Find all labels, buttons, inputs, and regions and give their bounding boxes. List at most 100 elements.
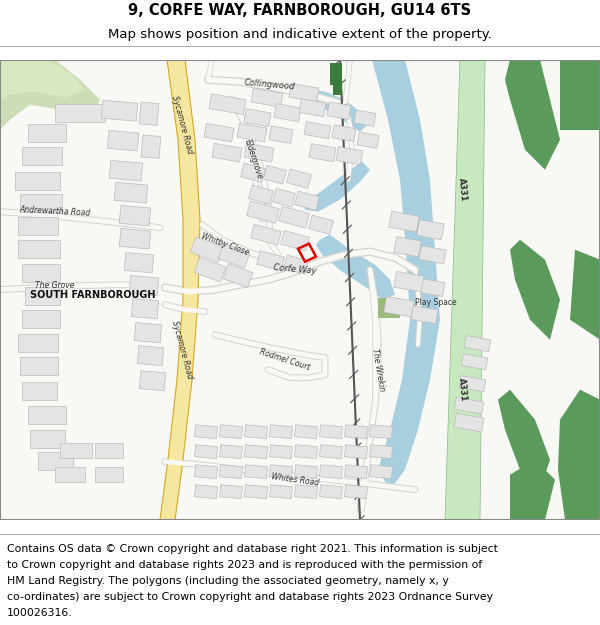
Polygon shape: [109, 161, 143, 181]
Polygon shape: [241, 163, 265, 182]
Polygon shape: [454, 398, 484, 414]
Polygon shape: [327, 102, 351, 119]
Polygon shape: [344, 445, 367, 459]
Polygon shape: [257, 251, 284, 271]
Polygon shape: [194, 425, 217, 439]
Polygon shape: [248, 185, 274, 204]
Polygon shape: [212, 143, 242, 162]
Polygon shape: [220, 485, 242, 499]
Text: The Grove: The Grove: [35, 281, 75, 290]
Polygon shape: [278, 206, 310, 228]
Text: Eldergrove: Eldergrove: [243, 139, 265, 181]
Polygon shape: [251, 224, 281, 245]
Polygon shape: [304, 122, 331, 139]
Polygon shape: [370, 465, 392, 479]
Polygon shape: [394, 271, 424, 292]
Polygon shape: [505, 59, 560, 169]
Text: Contains OS data © Crown copyright and database right 2021. This information is : Contains OS data © Crown copyright and d…: [7, 544, 498, 554]
Polygon shape: [510, 460, 555, 520]
Polygon shape: [0, 59, 85, 102]
Polygon shape: [295, 445, 317, 459]
Text: Whites Road: Whites Road: [271, 472, 319, 488]
Polygon shape: [237, 123, 267, 142]
Bar: [55, 467, 85, 482]
Text: Play Space: Play Space: [415, 298, 457, 307]
Polygon shape: [445, 59, 485, 520]
Polygon shape: [510, 239, 560, 340]
Bar: [20, 194, 62, 212]
Text: HM Land Registry. The polygons (including the associated geometry, namely x, y: HM Land Registry. The polygons (includin…: [7, 576, 449, 586]
Bar: [22, 309, 60, 328]
Polygon shape: [411, 306, 438, 324]
Polygon shape: [107, 131, 139, 151]
Polygon shape: [295, 425, 317, 439]
Text: Andrewartha Road: Andrewartha Road: [19, 206, 91, 218]
Polygon shape: [558, 390, 600, 520]
Polygon shape: [289, 83, 319, 102]
Polygon shape: [320, 445, 343, 459]
Text: Whitby Close: Whitby Close: [200, 232, 250, 258]
Polygon shape: [244, 109, 271, 127]
Polygon shape: [194, 258, 226, 282]
Polygon shape: [372, 59, 440, 490]
Polygon shape: [244, 143, 274, 162]
Text: A331: A331: [457, 177, 467, 202]
Polygon shape: [131, 299, 159, 319]
Bar: [18, 334, 58, 352]
Polygon shape: [194, 445, 217, 459]
Bar: [22, 382, 57, 400]
Bar: [333, 79, 342, 94]
Bar: [25, 287, 60, 304]
Polygon shape: [332, 125, 356, 141]
Polygon shape: [101, 100, 138, 121]
Polygon shape: [570, 249, 600, 340]
Polygon shape: [344, 425, 367, 439]
Bar: [20, 357, 58, 374]
Polygon shape: [336, 147, 363, 165]
Text: Collingwood: Collingwood: [244, 78, 296, 91]
Polygon shape: [419, 246, 446, 264]
Polygon shape: [354, 110, 376, 126]
Text: Sycamore Road: Sycamore Road: [170, 94, 194, 155]
Polygon shape: [119, 206, 151, 226]
Polygon shape: [461, 354, 488, 370]
Polygon shape: [204, 123, 234, 142]
Polygon shape: [269, 465, 292, 479]
Polygon shape: [114, 182, 148, 203]
Polygon shape: [251, 88, 283, 107]
Polygon shape: [245, 445, 268, 459]
Polygon shape: [320, 465, 343, 479]
Polygon shape: [357, 132, 379, 148]
Polygon shape: [370, 445, 392, 459]
Polygon shape: [464, 336, 491, 352]
Polygon shape: [220, 465, 242, 479]
Polygon shape: [134, 322, 162, 342]
Bar: [95, 442, 123, 458]
Polygon shape: [308, 89, 368, 132]
Bar: [18, 217, 58, 234]
Polygon shape: [223, 264, 253, 288]
Polygon shape: [316, 234, 395, 299]
Text: A331: A331: [457, 378, 467, 402]
Polygon shape: [309, 144, 336, 162]
Polygon shape: [344, 485, 367, 499]
Polygon shape: [417, 219, 444, 240]
Polygon shape: [263, 166, 286, 184]
Polygon shape: [299, 99, 326, 117]
Bar: [15, 172, 60, 190]
Text: Sycamore Road: Sycamore Road: [170, 319, 194, 380]
Polygon shape: [269, 425, 292, 439]
Polygon shape: [284, 255, 308, 274]
Polygon shape: [119, 228, 151, 249]
Bar: [22, 264, 60, 282]
Polygon shape: [560, 59, 600, 129]
Text: to Crown copyright and database rights 2023 and is reproduced with the permissio: to Crown copyright and database rights 2…: [7, 560, 482, 570]
Polygon shape: [344, 465, 367, 479]
Bar: [22, 147, 62, 164]
Bar: [330, 62, 342, 84]
Text: Rodmel Court: Rodmel Court: [259, 348, 311, 372]
Polygon shape: [320, 485, 343, 499]
Polygon shape: [287, 169, 311, 188]
Polygon shape: [245, 465, 268, 479]
Polygon shape: [320, 425, 343, 439]
